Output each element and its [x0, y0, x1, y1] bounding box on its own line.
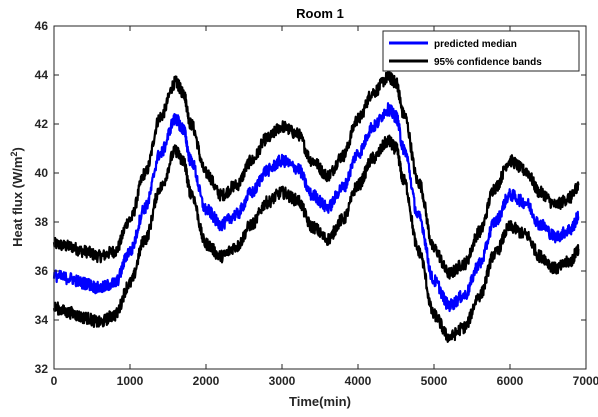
y-tick-label: 38	[35, 215, 49, 229]
series-line-predicted-median	[52, 102, 580, 313]
y-tick-label: 44	[35, 68, 49, 82]
y-tick-label: 46	[35, 19, 49, 33]
chart-title: Room 1	[296, 6, 344, 21]
legend-box	[382, 30, 580, 72]
x-axis-label: Time(min)	[289, 394, 351, 409]
x-tick-label: 2000	[193, 374, 220, 388]
x-tick-label: 6000	[497, 374, 524, 388]
x-tick-label: 7000	[573, 374, 598, 388]
y-tick-label: 40	[35, 166, 49, 180]
legend: predicted median 95% confidence bands	[382, 30, 580, 72]
x-tick-label: 0	[51, 374, 58, 388]
plot-area	[53, 25, 587, 370]
y-tick-label: 36	[35, 264, 49, 278]
x-tick-label: 5000	[421, 374, 448, 388]
series-line-upper-confidence-band	[52, 70, 580, 280]
series-line-lower-confidence-band	[52, 134, 580, 343]
y-tick-label: 32	[35, 362, 49, 376]
x-tick-label: 1000	[117, 374, 144, 388]
series-lines	[52, 70, 580, 343]
legend-bands-label: 95% confidence bands	[434, 57, 542, 68]
x-tick-label: 4000	[345, 374, 372, 388]
y-axis-label: Heat flux (W/m2)	[9, 147, 25, 247]
y-tick-label: 34	[35, 313, 49, 327]
x-tick-label: 3000	[269, 374, 296, 388]
legend-median-label: predicted median	[434, 39, 517, 50]
y-tick-label: 42	[35, 117, 49, 131]
axis-ticks: 0 1000 2000 3000 4000 5000 6000 7000 32 34 36 38 40 4…	[35, 19, 598, 388]
